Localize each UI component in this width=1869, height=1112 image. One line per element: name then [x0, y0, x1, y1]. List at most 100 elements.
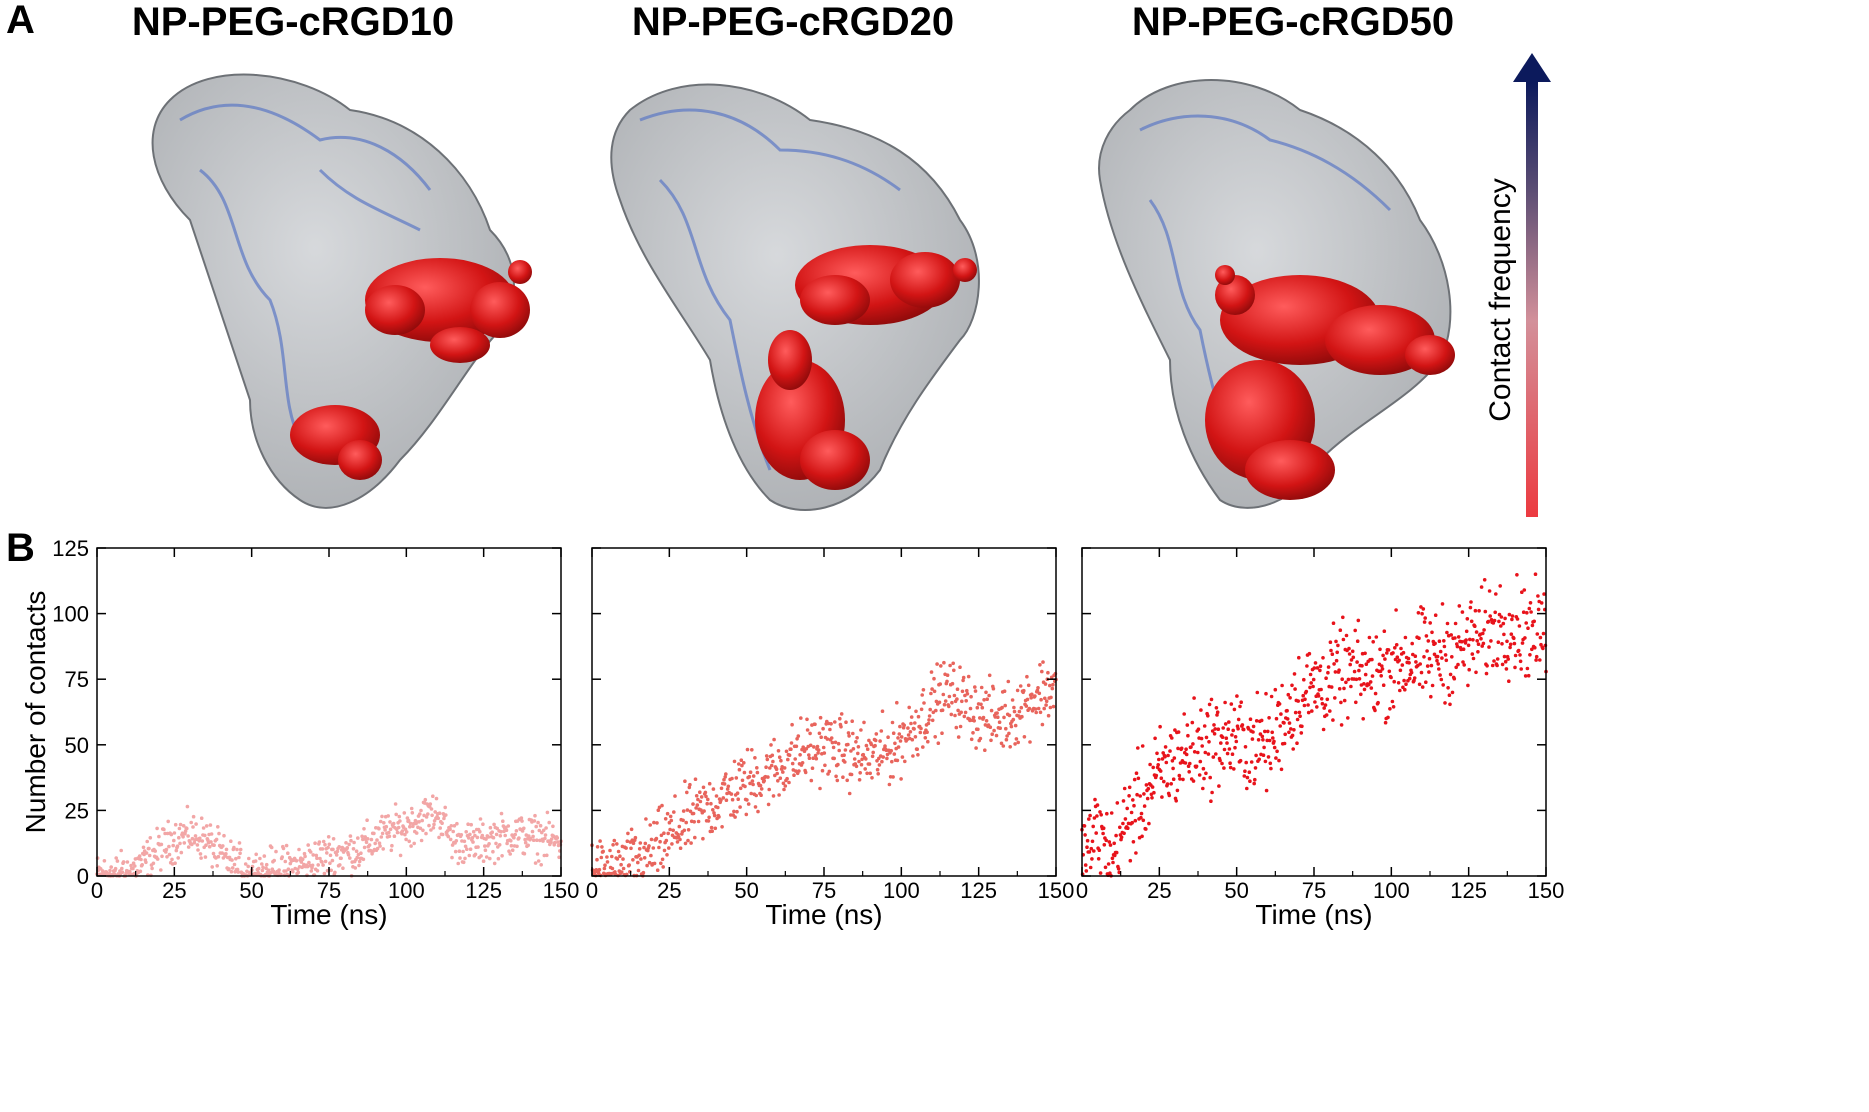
- data-point: [1407, 661, 1411, 665]
- data-point: [712, 811, 716, 815]
- x-tick-label: 25: [1147, 878, 1171, 903]
- data-point: [836, 762, 840, 767]
- data-point: [951, 661, 955, 666]
- data-point: [1131, 840, 1136, 844]
- data-point: [1121, 821, 1125, 826]
- data-point: [321, 839, 326, 844]
- data-point: [238, 851, 242, 856]
- data-point: [735, 791, 740, 795]
- data-point: [198, 836, 202, 841]
- data-point: [1423, 616, 1427, 620]
- data-point: [859, 728, 863, 732]
- data-point: [661, 865, 665, 869]
- data-point: [274, 849, 278, 854]
- data-point: [1147, 821, 1151, 826]
- data-point: [847, 791, 852, 796]
- data-point: [1172, 756, 1177, 760]
- data-point: [992, 728, 996, 733]
- data-point: [400, 829, 405, 833]
- data-point: [204, 843, 208, 847]
- data-point: [870, 754, 875, 759]
- data-point: [1085, 838, 1090, 843]
- protein-structure-3: [1098, 79, 1455, 509]
- y-axis-label: Number of contacts: [20, 591, 51, 834]
- data-point: [1130, 820, 1134, 825]
- data-point: [1473, 608, 1478, 613]
- data-point: [1482, 628, 1486, 632]
- data-point: [488, 856, 492, 861]
- data-point: [1290, 733, 1295, 738]
- data-point: [1014, 737, 1019, 741]
- data-point: [1215, 713, 1219, 717]
- data-point: [322, 871, 327, 876]
- data-point: [1417, 682, 1422, 687]
- data-point: [789, 741, 794, 745]
- data-point: [420, 818, 425, 823]
- data-point: [1300, 724, 1304, 729]
- data-point: [1040, 722, 1045, 727]
- data-point: [1499, 615, 1504, 619]
- data-point: [170, 857, 174, 862]
- data-point: [1368, 680, 1373, 684]
- data-point: [327, 842, 332, 847]
- data-point: [659, 861, 663, 866]
- data-point: [418, 812, 422, 816]
- data-point: [357, 863, 361, 868]
- data-point: [1363, 672, 1368, 677]
- data-point: [1495, 657, 1500, 661]
- data-point: [844, 720, 848, 724]
- data-point: [969, 737, 974, 742]
- data-point: [155, 826, 159, 831]
- data-point: [1399, 646, 1403, 651]
- data-point: [1334, 658, 1339, 663]
- x-tick-label: 125: [465, 878, 502, 903]
- data-points: [590, 660, 1058, 878]
- data-point: [1460, 610, 1465, 614]
- data-point: [939, 664, 943, 668]
- data-point: [140, 863, 144, 867]
- data-point: [533, 861, 538, 865]
- data-point: [1527, 606, 1532, 611]
- data-point: [490, 830, 495, 834]
- data-point: [1210, 790, 1214, 795]
- data-point: [1481, 631, 1485, 636]
- data-point: [933, 735, 937, 739]
- data-point: [1297, 710, 1302, 715]
- data-point: [186, 834, 190, 838]
- data-point: [1022, 735, 1027, 739]
- data-point: [651, 846, 656, 850]
- data-point: [1381, 653, 1385, 658]
- data-point: [1412, 676, 1417, 680]
- data-point: [770, 753, 775, 758]
- data-point: [1348, 662, 1352, 667]
- data-point: [1309, 681, 1313, 685]
- data-point: [313, 841, 317, 845]
- data-point: [1228, 761, 1232, 765]
- data-point: [348, 834, 353, 838]
- data-point: [843, 760, 847, 764]
- data-point: [1207, 740, 1211, 744]
- data-point: [869, 742, 874, 747]
- data-point: [433, 810, 438, 814]
- data-point: [1501, 621, 1506, 626]
- data-point: [681, 818, 685, 823]
- data-point: [961, 675, 966, 680]
- data-point: [1036, 686, 1040, 690]
- data-point: [1123, 817, 1128, 821]
- data-point: [1160, 795, 1164, 799]
- data-point: [1240, 723, 1245, 727]
- data-point: [1467, 667, 1471, 672]
- data-point: [300, 857, 305, 861]
- data-point: [1113, 853, 1117, 858]
- data-point: [735, 809, 739, 814]
- data-point: [284, 843, 289, 848]
- data-point: [1151, 765, 1155, 770]
- data-point: [1252, 781, 1256, 786]
- data-point: [771, 759, 775, 764]
- data-point: [742, 770, 747, 775]
- data-point: [1129, 810, 1134, 815]
- data-point: [381, 847, 386, 851]
- data-point: [702, 809, 706, 813]
- data-point: [732, 759, 737, 764]
- data-point: [1530, 647, 1534, 652]
